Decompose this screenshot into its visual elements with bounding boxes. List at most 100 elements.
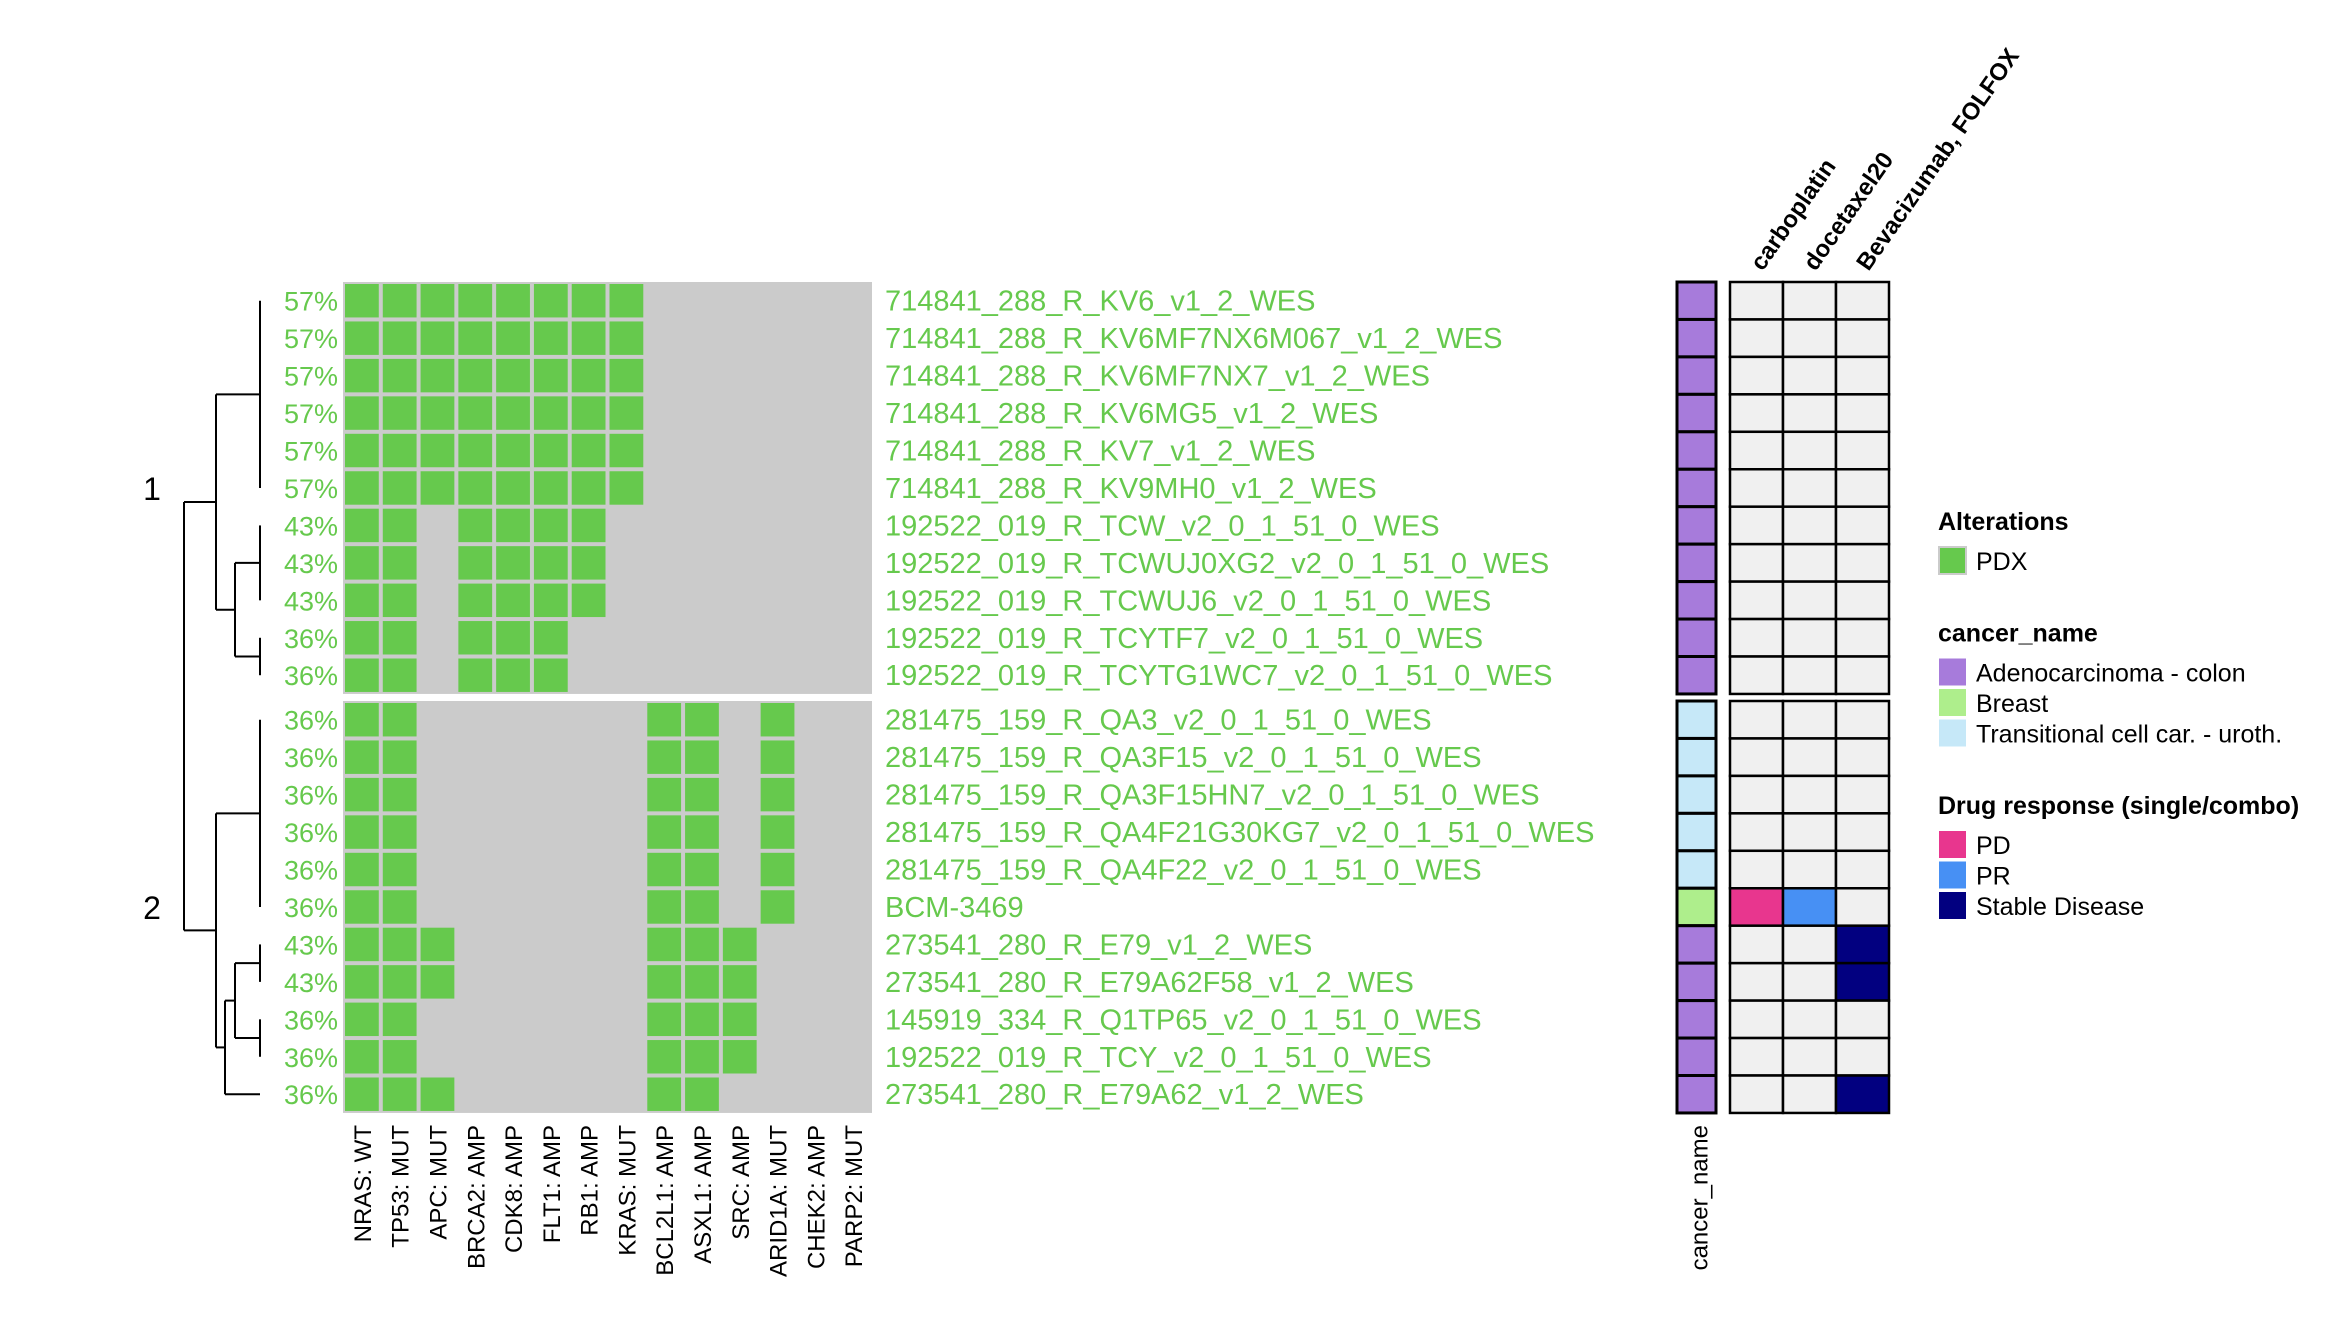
drug-response-grid [1728,280,1891,1115]
column-label: ARID1A: MUT [766,1125,793,1277]
drug-response-cell [1781,580,1838,621]
alteration-cell [458,546,493,580]
alteration-cell [685,740,719,774]
column-label: CHEK2: AMP [803,1125,830,1269]
drug-response-cell [1781,468,1838,508]
sample-label: 714841_288_R_KV7_v1_2_WES [885,436,1316,468]
alteration-cell [571,321,606,355]
cancer-cell [1675,655,1718,696]
drug-response-cell [1728,737,1785,778]
column-label: NRAS: WT [350,1125,377,1243]
drug-response-cell [1834,430,1891,471]
sample-label: 192522_019_R_TCW_v2_0_1_51_0_WES [885,510,1440,542]
alteration-cell [496,321,530,355]
cancer-cell [1675,1074,1718,1115]
alteration-cell [345,703,379,737]
alteration-cell [382,321,417,355]
alteration-cell [533,284,568,318]
drug-response-cell [1728,580,1785,621]
alteration-cell [496,396,530,430]
drug-response-cell [1834,924,1891,965]
alteration-cell [647,927,682,962]
sample-label: 714841_288_R_KV6MF7NX7_v1_2_WES [885,361,1430,393]
drug-response-cell [1781,430,1838,471]
alteration-cell [685,1002,719,1037]
alteration-cell [345,471,379,505]
drug-response-cell [1728,699,1785,740]
cancer-cell [1675,849,1718,890]
cancer-cell [1675,580,1718,621]
drug-response-cell [1728,924,1785,965]
alteration-cell [496,658,530,692]
alteration-cell [382,740,417,774]
column-labels: NRAS: WT TP53: MUT APC: MUT BRCA2: AMP CDK8:… [350,1125,868,1277]
column-label: BCL2L1: AMP [652,1125,679,1276]
alteration-cell [420,471,455,505]
cancer-cell [1675,467,1718,509]
cluster-label: 1 [143,471,161,507]
alteration-cell [345,852,379,887]
alteration-cell [609,358,644,393]
legend-label: Stable Disease [1976,893,2144,921]
drug-response-cell [1781,774,1838,815]
alteration-cell [420,1077,455,1111]
alteration-cell [647,1077,682,1111]
sample-label: 273541_280_R_E79_v1_2_WES [885,929,1312,961]
alteration-cell [647,1040,682,1074]
legend-title: cancer_name [1938,620,2098,648]
drug-response-cell [1781,812,1838,853]
alteration-cell [420,396,455,430]
alteration-cell [345,658,379,692]
drug-response-cell [1834,737,1891,778]
drug-response-cell [1834,655,1891,696]
alteration-cell [571,396,606,430]
alteration-cell [685,890,719,924]
drug-response-cell [1781,505,1838,546]
cancer-cell [1675,317,1718,359]
alteration-cell [496,433,530,468]
drug-response-cell [1781,1036,1838,1077]
sample-label: 192522_019_R_TCYTG1WC7_v2_0_1_51_0_WES [885,660,1552,692]
column-label: CDK8: AMP [501,1125,528,1253]
column-label: APC: MUT [425,1125,452,1240]
cancer-cell [1675,999,1718,1040]
legend: Alterations PDX cancer_name Adenocarcinoma … [1938,508,2299,921]
drug-response-cell [1728,468,1785,508]
percent-label: 43% [284,549,338,579]
drug-response-cell [1728,505,1785,546]
alteration-cell [345,621,379,655]
percent-label: 36% [284,1005,338,1035]
percent-label: 57% [284,474,338,504]
sample-labels: 714841_288_R_KV6_v1_2_WES 714841_288_R_KV… [885,286,1594,1111]
alteration-cell [382,621,417,655]
sample-label: 714841_288_R_KV6_v1_2_WES [885,286,1316,318]
drug-response-cell [1834,961,1891,1002]
alteration-cell [420,433,455,468]
sample-label: 714841_288_R_KV9MH0_v1_2_WES [885,473,1377,505]
alteration-cell [760,777,795,812]
drug-response-cell [1728,849,1785,890]
alteration-cell [571,284,606,318]
percent-label: 36% [284,781,338,811]
cancer-cell [1675,1036,1718,1078]
drug-response-cell [1728,542,1785,583]
drug-response-cell [1834,1036,1891,1077]
percent-label: 57% [284,324,338,354]
drug-response-cell [1781,280,1838,321]
drug-response-cell [1728,430,1785,471]
drug-response-cell [1781,887,1838,927]
percent-label: 43% [284,586,338,616]
alteration-cell [533,658,568,692]
sample-label: 281475_159_R_QA3F15HN7_v2_0_1_51_0_WES [885,780,1540,812]
cancer-cell [1675,699,1718,740]
alteration-cell [345,284,379,318]
percent-label: 36% [284,856,338,886]
alteration-cell [382,546,417,580]
alteration-cell [722,927,757,962]
alteration-cell [496,358,530,393]
sample-label: 273541_280_R_E79A62_v1_2_WES [885,1079,1364,1111]
alteration-cell [496,508,530,543]
sample-label: 273541_280_R_E79A62F58_v1_2_WES [885,967,1414,999]
alteration-cell [647,890,682,924]
